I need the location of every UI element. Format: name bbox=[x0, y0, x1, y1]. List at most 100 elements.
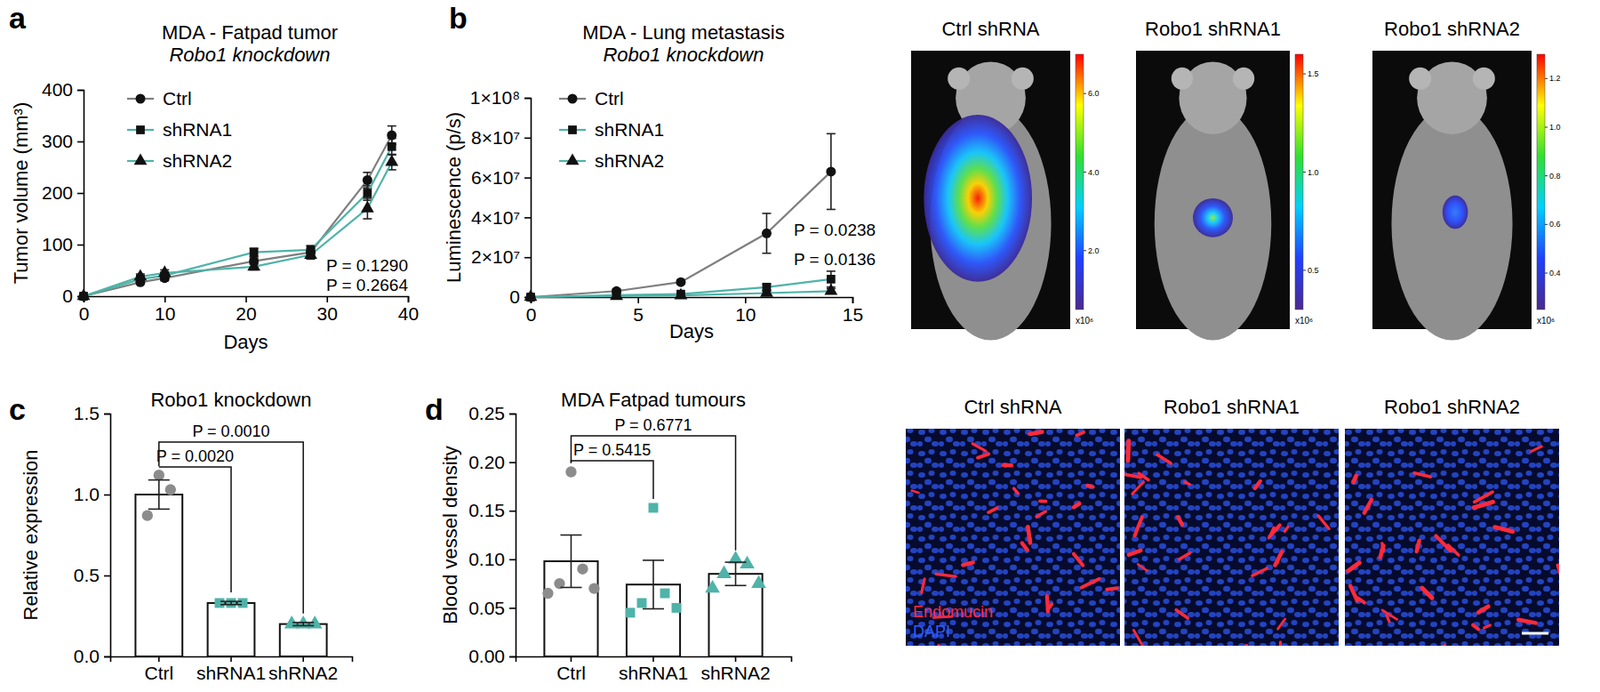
vessel bbox=[1434, 644, 1445, 646]
subtitle: Robo1 knockdown bbox=[602, 43, 764, 66]
tick-mark bbox=[509, 607, 516, 609]
tick-mark bbox=[77, 89, 84, 92]
error-cap bbox=[642, 559, 664, 561]
tick-label: Ctrl bbox=[556, 662, 586, 683]
tick-label: 1×10⁸ bbox=[470, 87, 520, 108]
plot-area bbox=[524, 133, 839, 302]
title: Robo1 knockdown bbox=[150, 388, 312, 411]
tick-mark bbox=[77, 141, 84, 144]
vessel bbox=[1364, 499, 1372, 513]
tick: Ctrl bbox=[144, 656, 174, 683]
point bbox=[215, 597, 225, 608]
vessel bbox=[1268, 527, 1274, 538]
vessel bbox=[1279, 641, 1283, 646]
colorbar bbox=[1075, 54, 1084, 310]
vessel bbox=[1495, 527, 1513, 532]
annotation: P = 0.2664 bbox=[326, 275, 409, 295]
vessel bbox=[1278, 618, 1286, 629]
vessel bbox=[1027, 526, 1031, 543]
annotation: P = 0.1290 bbox=[326, 256, 408, 275]
tick: 0.05 bbox=[468, 597, 516, 618]
tick-mark bbox=[77, 192, 84, 195]
point bbox=[648, 502, 659, 512]
tick-mark bbox=[509, 558, 516, 560]
point bbox=[704, 579, 720, 592]
markers bbox=[526, 274, 836, 302]
colorbar-unit: x10⁶ bbox=[1295, 315, 1313, 326]
error-cap bbox=[725, 560, 747, 563]
tick-label: 0.10 bbox=[468, 548, 505, 569]
vessel bbox=[1125, 440, 1131, 461]
tick: 10 bbox=[154, 296, 176, 324]
image-background bbox=[1344, 428, 1560, 646]
marker bbox=[360, 200, 375, 213]
tick-mark bbox=[852, 296, 855, 304]
marker bbox=[384, 154, 399, 167]
bracket: P = 0.6771 bbox=[570, 416, 736, 551]
axis-line bbox=[524, 98, 532, 298]
tick-mark bbox=[77, 244, 84, 247]
fluorescence-image: Ctrl shRNAEndomucinDAPI bbox=[905, 395, 1120, 661]
error-bar bbox=[642, 560, 664, 609]
tick: 4×10⁷ bbox=[471, 207, 531, 228]
title: MDA - Lung metastasis bbox=[582, 21, 784, 44]
tick: 100 bbox=[41, 233, 84, 255]
tick-label: 1.0 bbox=[73, 483, 100, 504]
mouse-ear bbox=[947, 67, 970, 90]
vessel bbox=[1132, 481, 1144, 494]
tick-label: 0.20 bbox=[468, 451, 505, 472]
tick: 1.0 bbox=[73, 483, 111, 504]
vessel bbox=[1134, 516, 1142, 536]
marker bbox=[826, 274, 836, 284]
point bbox=[165, 483, 176, 495]
colorbar-tick bbox=[1083, 171, 1087, 173]
colorbar-label: 1.0 bbox=[1549, 122, 1561, 132]
tick-mark bbox=[326, 296, 328, 303]
legend-marker bbox=[568, 125, 577, 135]
vessel bbox=[1473, 501, 1493, 507]
marker bbox=[304, 247, 318, 259]
vessel bbox=[962, 561, 973, 565]
tick-mark bbox=[744, 296, 747, 304]
markers bbox=[524, 283, 839, 302]
vessel bbox=[1348, 562, 1360, 571]
vessel bbox=[921, 578, 925, 593]
tick-label: 2×10⁷ bbox=[471, 246, 520, 267]
point bbox=[153, 469, 165, 480]
vessel bbox=[1128, 550, 1141, 555]
vessel bbox=[1184, 481, 1191, 485]
tick-label: 0 bbox=[509, 286, 520, 307]
tick-label: 8×10⁷ bbox=[471, 127, 520, 148]
legend-label: shRNA2 bbox=[162, 150, 232, 171]
error-cap bbox=[826, 133, 836, 136]
figure: aMDA - Fatpad tumorRobo1 knockdown010203… bbox=[0, 0, 1600, 692]
tick-mark bbox=[408, 296, 410, 303]
vessel bbox=[1484, 624, 1491, 628]
tick-mark bbox=[509, 461, 516, 464]
vessel bbox=[1157, 454, 1171, 464]
vessel bbox=[1036, 511, 1046, 517]
point bbox=[625, 607, 636, 617]
axis-title: Days bbox=[223, 330, 268, 353]
tick-mark bbox=[524, 256, 531, 259]
legend-entry: shRNA2 bbox=[559, 150, 664, 171]
marker bbox=[386, 130, 397, 141]
mouse-ear bbox=[1232, 67, 1255, 90]
tick-label: 200 bbox=[41, 182, 73, 203]
vessel bbox=[1014, 488, 1018, 493]
axis-line bbox=[111, 656, 353, 663]
vessel bbox=[1087, 485, 1093, 488]
axis: CtrlshRNA1shRNA2 bbox=[111, 656, 353, 683]
point bbox=[751, 574, 767, 587]
tick-label: 300 bbox=[41, 130, 73, 152]
panel-label: c bbox=[8, 392, 26, 426]
legend-entry: shRNA2 bbox=[127, 150, 232, 171]
tick-label: 0.00 bbox=[468, 645, 505, 666]
tick-label: 0.05 bbox=[468, 597, 505, 618]
tick: shRNA2 bbox=[268, 656, 338, 683]
image-title: Robo1 shRNA2 bbox=[1384, 17, 1520, 40]
marker bbox=[760, 285, 774, 297]
error-line bbox=[735, 561, 737, 585]
vessel bbox=[912, 490, 920, 493]
vessel bbox=[1478, 606, 1488, 613]
